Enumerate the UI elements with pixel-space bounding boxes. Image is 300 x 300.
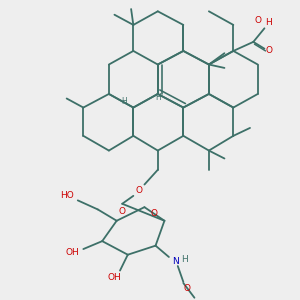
Text: H: H: [181, 255, 188, 264]
Text: OH: OH: [108, 273, 121, 282]
Text: O: O: [135, 186, 142, 195]
Text: HO: HO: [60, 191, 74, 200]
Text: N: N: [172, 257, 179, 266]
Text: O: O: [151, 209, 158, 218]
Text: H: H: [155, 93, 161, 102]
Text: O: O: [254, 16, 261, 25]
Text: O: O: [183, 284, 190, 293]
Text: H: H: [266, 18, 272, 27]
Text: O: O: [266, 46, 272, 56]
Text: OH: OH: [65, 248, 79, 257]
Text: O: O: [119, 207, 126, 216]
Text: H: H: [122, 98, 127, 106]
